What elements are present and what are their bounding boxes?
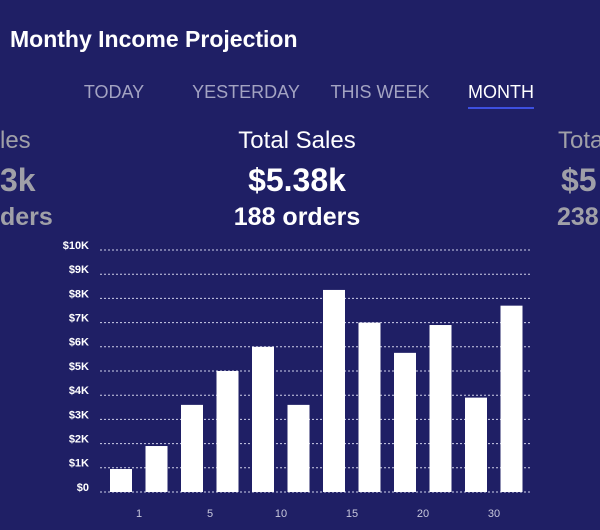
card-title: les [0,127,31,154]
y-tick-label: $10K [63,240,89,252]
y-tick-label: $4K [69,385,89,397]
bar [358,322,381,492]
tab[interactable]: TODAY [83,82,145,102]
x-tick-label: 1 [136,508,142,520]
bar [500,305,523,492]
x-tick-label: 5 [207,508,213,520]
y-tick-label: $6K [69,337,89,349]
bar [181,404,203,492]
card-amount: 3k [0,162,36,198]
card-orders: 238 [557,203,599,231]
bar [465,397,487,492]
card-amount: $5.38k [248,162,346,198]
tab[interactable]: THIS WEEK [330,82,430,102]
y-tick-label: $5K [69,361,89,373]
y-tick-label: $3K [69,409,89,421]
y-tick-label: $8K [69,288,89,300]
card-orders: ders [0,203,53,231]
x-tick-label: 20 [417,508,429,520]
bar [429,325,452,492]
card-title: Tota [558,127,600,154]
bar [110,469,132,492]
bar [323,289,345,492]
y-tick-label: $1K [69,458,89,470]
bar [216,371,239,492]
y-tick-label: $2K [69,434,89,446]
x-tick-label: 10 [275,508,287,520]
page-title: Monthy Income Projection [10,26,298,52]
x-tick-label: 30 [488,508,500,520]
bar [394,352,416,492]
x-tick-label: 15 [346,508,358,520]
bar [145,446,168,492]
tab-active[interactable]: MONTH [468,82,534,109]
y-tick-label: $7K [69,313,89,325]
card-orders: 188 orders [233,203,361,231]
card-title: Total Sales [238,127,356,154]
tab[interactable]: YESTERDAY [192,82,300,102]
card-amount: $5 [561,162,597,198]
y-tick-label: $0 [77,482,89,494]
bar [287,404,310,492]
y-tick-label: $9K [69,264,89,276]
bar [252,346,274,492]
